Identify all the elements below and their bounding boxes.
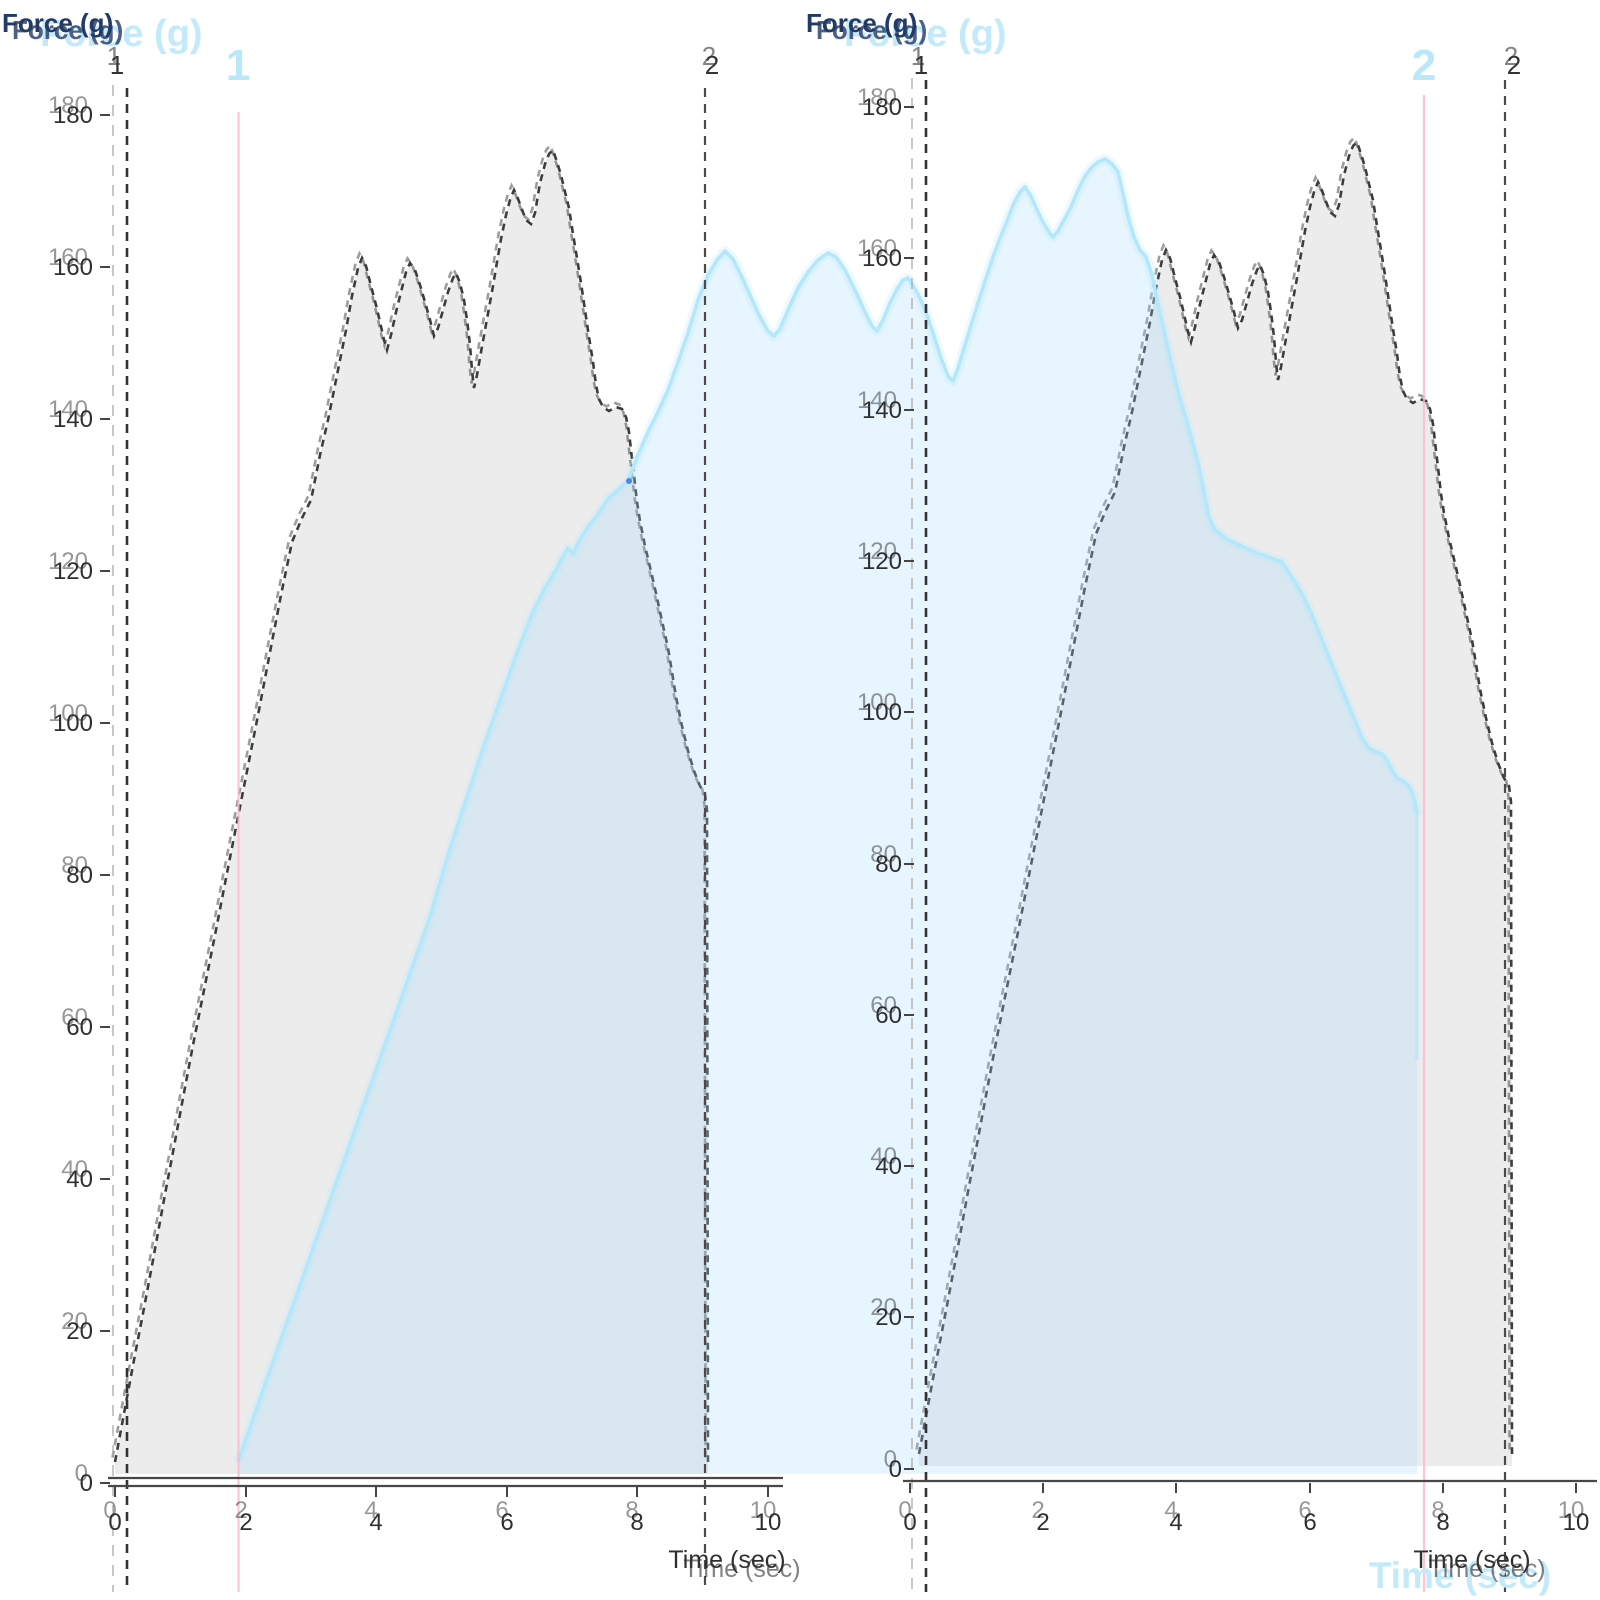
svg-text:2: 2 [1504, 41, 1518, 71]
svg-text:Time (sec): Time (sec) [1428, 1555, 1545, 1583]
svg-text:2: 2 [1031, 1497, 1044, 1524]
svg-text:0: 0 [889, 1456, 902, 1483]
svg-text:180: 180 [862, 94, 902, 121]
svg-text:4: 4 [364, 1497, 377, 1524]
svg-text:1: 1 [911, 41, 925, 71]
svg-text:0: 0 [80, 1470, 93, 1497]
svg-text:Force (g): Force (g) [816, 15, 927, 45]
svg-text:140: 140 [53, 406, 93, 433]
svg-text:160: 160 [857, 235, 897, 262]
svg-text:60: 60 [61, 1004, 88, 1031]
svg-text:0: 0 [903, 1509, 916, 1536]
svg-text:120: 120 [48, 548, 88, 575]
svg-text:140: 140 [862, 397, 902, 424]
svg-text:100: 100 [53, 710, 93, 737]
svg-text:180: 180 [53, 102, 93, 129]
svg-text:4: 4 [1169, 1509, 1182, 1536]
svg-text:6: 6 [500, 1509, 513, 1536]
svg-text:4: 4 [369, 1509, 382, 1536]
svg-text:10: 10 [1558, 1497, 1585, 1524]
svg-text:Time (sec): Time (sec) [668, 1546, 785, 1574]
svg-text:1: 1 [110, 50, 124, 80]
svg-text:20: 20 [875, 1304, 902, 1331]
svg-text:20: 20 [61, 1308, 88, 1335]
svg-text:80: 80 [66, 862, 93, 889]
svg-text:0: 0 [884, 1446, 897, 1473]
svg-text:0: 0 [75, 1460, 88, 1487]
svg-text:60: 60 [875, 1002, 902, 1029]
svg-text:0: 0 [108, 1509, 121, 1536]
svg-text:2: 2 [234, 1497, 247, 1524]
svg-text:6: 6 [1298, 1497, 1311, 1524]
svg-text:1: 1 [107, 41, 121, 71]
svg-text:6: 6 [1303, 1509, 1316, 1536]
svg-text:80: 80 [61, 852, 88, 879]
svg-text:8: 8 [625, 1497, 638, 1524]
svg-text:0: 0 [898, 1497, 911, 1524]
svg-text:40: 40 [66, 1166, 93, 1193]
svg-text:10: 10 [1563, 1509, 1590, 1536]
svg-text:60: 60 [66, 1014, 93, 1041]
svg-text:100: 100 [857, 689, 897, 716]
svg-text:40: 40 [875, 1153, 902, 1180]
svg-text:1: 1 [914, 50, 928, 80]
svg-text:6: 6 [495, 1497, 508, 1524]
svg-text:80: 80 [870, 841, 897, 868]
svg-text:2: 2 [705, 50, 719, 80]
svg-text:100: 100 [48, 700, 88, 727]
svg-text:40: 40 [61, 1156, 88, 1183]
svg-text:4: 4 [1164, 1497, 1177, 1524]
svg-text:60: 60 [870, 992, 897, 1019]
svg-text:2: 2 [239, 1509, 252, 1536]
svg-text:40: 40 [870, 1143, 897, 1170]
svg-text:0: 0 [103, 1497, 116, 1524]
svg-text:140: 140 [857, 387, 897, 414]
svg-text:10: 10 [755, 1509, 782, 1536]
svg-text:Force (g): Force (g) [2, 8, 113, 38]
svg-text:8: 8 [1436, 1509, 1449, 1536]
svg-text:2: 2 [702, 41, 716, 71]
svg-text:20: 20 [66, 1318, 93, 1345]
svg-text:180: 180 [857, 84, 897, 111]
svg-text:20: 20 [870, 1294, 897, 1321]
svg-text:180: 180 [48, 92, 88, 119]
svg-text:Force (g): Force (g) [12, 15, 123, 45]
svg-text:1: 1 [226, 41, 250, 90]
svg-text:8: 8 [630, 1509, 643, 1536]
svg-text:120: 120 [53, 558, 93, 585]
svg-text:100: 100 [862, 699, 902, 726]
svg-text:Force (g): Force (g) [806, 8, 917, 38]
svg-text:2: 2 [1036, 1509, 1049, 1536]
svg-text:Time (sec): Time (sec) [1413, 1546, 1530, 1574]
svg-text:2: 2 [1507, 50, 1521, 80]
svg-text:10: 10 [750, 1497, 777, 1524]
svg-text:80: 80 [875, 851, 902, 878]
svg-text:Time (sec): Time (sec) [683, 1555, 800, 1583]
svg-text:160: 160 [53, 254, 93, 281]
svg-text:Force (g): Force (g) [844, 13, 1007, 55]
svg-text:160: 160 [48, 244, 88, 271]
svg-text:120: 120 [862, 548, 902, 575]
svg-text:2: 2 [1412, 41, 1436, 90]
svg-text:Time (sec): Time (sec) [1369, 1555, 1551, 1596]
svg-text:Force (g): Force (g) [40, 13, 203, 55]
svg-text:120: 120 [857, 538, 897, 565]
svg-text:8: 8 [1431, 1497, 1444, 1524]
svg-text:160: 160 [862, 245, 902, 272]
svg-text:140: 140 [48, 396, 88, 423]
